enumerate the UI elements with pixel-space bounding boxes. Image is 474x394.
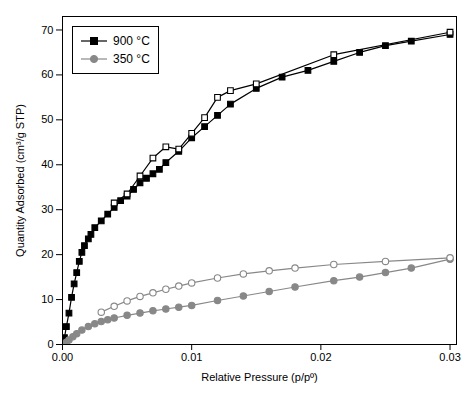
- svg-text:70: 70: [41, 23, 53, 35]
- svg-text:30: 30: [41, 203, 53, 215]
- svg-text:20: 20: [41, 248, 53, 260]
- html-text:350 °C: 350 °C: [113, 52, 150, 66]
- svg-text:0: 0: [47, 338, 53, 350]
- svg-text:60: 60: [41, 68, 53, 80]
- svg-text:Quantity Adsorbed (cm³/g STP): Quantity Adsorbed (cm³/g STP): [14, 104, 26, 257]
- svg-text:50: 50: [41, 113, 53, 125]
- svg-text:0.00: 0.00: [52, 351, 73, 363]
- html-text:900 °C: 900 °C: [113, 34, 150, 48]
- svg-text:0.03: 0.03: [439, 351, 460, 363]
- svg-text:10: 10: [41, 293, 53, 305]
- svg-text:0.01: 0.01: [181, 351, 202, 363]
- svg-text:0.02: 0.02: [310, 351, 331, 363]
- svg-text:40: 40: [41, 158, 53, 170]
- svg-text:Relative Pressure (p/pº): Relative Pressure (p/pº): [201, 371, 318, 383]
